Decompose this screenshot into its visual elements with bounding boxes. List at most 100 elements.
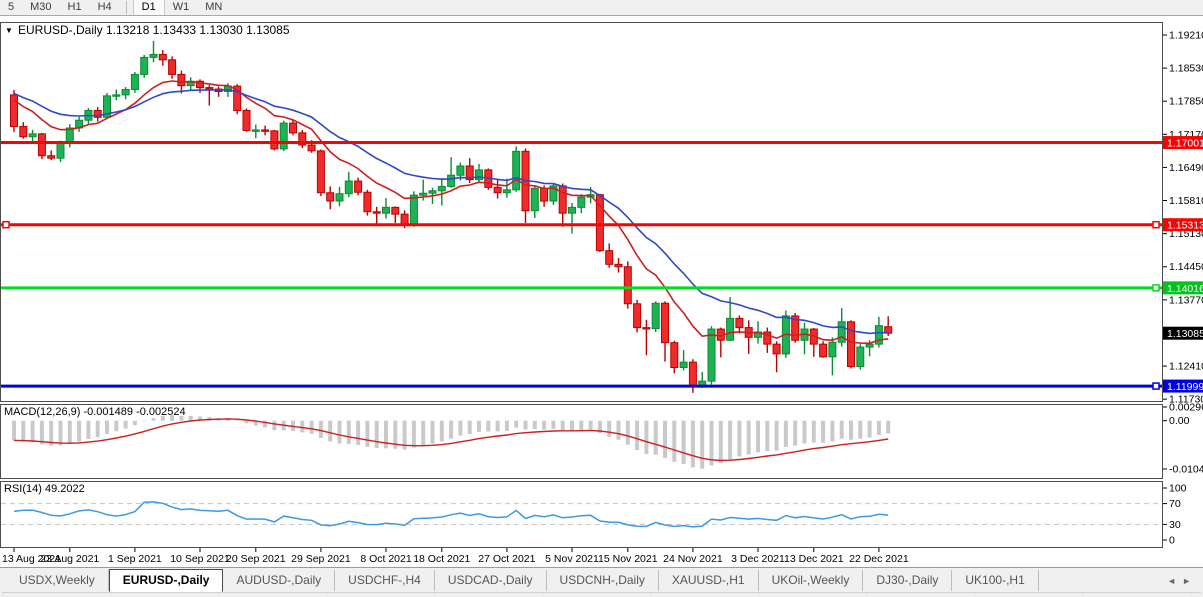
candle-body bbox=[837, 321, 846, 343]
candle-body bbox=[502, 189, 511, 194]
price-badge-label: 1.13085 bbox=[1167, 328, 1203, 340]
candle-body bbox=[428, 190, 437, 194]
timeframe-m30-button[interactable]: M30 bbox=[30, 1, 52, 13]
candle-body bbox=[670, 342, 679, 369]
candle-body bbox=[568, 206, 576, 214]
tab-scroll-right-icon[interactable]: ► bbox=[1182, 576, 1197, 586]
candle-body bbox=[196, 80, 204, 89]
date-tick-label: 18 Oct 2021 bbox=[413, 553, 470, 565]
tab-usdchf-h4[interactable]: USDCHF-,H4 bbox=[335, 570, 435, 591]
timeframe-m5-button[interactable]: 5 bbox=[8, 1, 15, 13]
date-tick-label: 5 Nov 2021 bbox=[545, 553, 599, 565]
hline-handle-1.11999[interactable] bbox=[1152, 382, 1160, 390]
date-tick-label: 13 Dec 2021 bbox=[784, 553, 844, 565]
tab-usdx-weekly[interactable]: USDX,Weekly bbox=[6, 570, 109, 591]
candle-body bbox=[549, 185, 558, 202]
tab-usdcad-daily[interactable]: USDCAD-,Daily bbox=[435, 570, 547, 591]
candle-body bbox=[475, 169, 483, 181]
candle-body bbox=[540, 187, 549, 202]
hline-handle-1.15313[interactable] bbox=[1152, 220, 1160, 229]
tab-audusd-daily[interactable]: AUDUSD-,Daily bbox=[223, 570, 336, 591]
timeframe-h1-button[interactable]: H1 bbox=[67, 1, 82, 13]
candle-body bbox=[558, 185, 567, 214]
candle-body bbox=[865, 343, 874, 348]
candle-body bbox=[205, 87, 214, 90]
candle-body bbox=[419, 192, 428, 196]
candle-body bbox=[56, 143, 65, 159]
rsi-tick-label: 0 bbox=[1169, 535, 1175, 547]
tab-uk100-h1[interactable]: UK100-,H1 bbox=[952, 570, 1039, 591]
date-tick-label: 10 Sep 2021 bbox=[170, 553, 230, 565]
price-tick-label: 1.11730 bbox=[1169, 394, 1203, 406]
price-tick-label: 1.18530 bbox=[1169, 63, 1203, 75]
price-tick-label: 1.16490 bbox=[1169, 162, 1203, 174]
tab-eurusd-daily[interactable]: EURUSD-,Daily bbox=[108, 569, 224, 592]
price-badge-label: 1.17001 bbox=[1167, 138, 1203, 150]
price-tick-label: 1.17850 bbox=[1169, 96, 1203, 108]
toolbar-divider bbox=[125, 1, 127, 14]
candle-body bbox=[763, 331, 772, 345]
rsi-tick-label: 30 bbox=[1169, 519, 1181, 531]
date-tick-label: 1 Sep 2021 bbox=[108, 553, 162, 565]
candle-body bbox=[447, 174, 456, 187]
candle-body bbox=[140, 56, 149, 75]
candle-body bbox=[28, 133, 37, 138]
candle-body bbox=[233, 85, 242, 111]
tab-usdcnh-daily[interactable]: USDCNH-,Daily bbox=[547, 570, 659, 591]
candle-body bbox=[344, 180, 353, 195]
candle-body bbox=[112, 94, 121, 97]
candle-body bbox=[158, 53, 167, 61]
candle-body bbox=[512, 150, 521, 191]
timeframe-d1-button[interactable]: D1 bbox=[132, 0, 165, 15]
date-tick-label: 20 Sep 2021 bbox=[226, 553, 286, 565]
macd-pane-frame bbox=[0, 404, 1163, 479]
candle-body bbox=[326, 192, 335, 202]
timeframe-h4-button[interactable]: H4 bbox=[97, 1, 112, 13]
price-tick-label: 1.12410 bbox=[1169, 361, 1203, 373]
candle-body bbox=[335, 193, 344, 202]
macd-label: MACD(12,26,9) -0.001489 -0.002524 bbox=[4, 406, 186, 418]
tab-ukoil-weekly[interactable]: UKOil-,Weekly bbox=[759, 570, 864, 591]
candle-body bbox=[707, 328, 716, 382]
hline-handle-1.14016[interactable] bbox=[1152, 284, 1160, 292]
price-badge bbox=[1163, 281, 1203, 295]
timeframe-mn-button[interactable]: MN bbox=[205, 1, 223, 13]
fast-ma-line bbox=[13, 80, 889, 345]
rsi-tick-label: 70 bbox=[1169, 498, 1181, 510]
price-badge-label: 1.14016 bbox=[1167, 283, 1203, 295]
candle-body bbox=[391, 206, 400, 215]
timeframe-w1-button[interactable]: W1 bbox=[172, 1, 190, 13]
tab-scroll-left-icon[interactable]: ◄ bbox=[1167, 576, 1183, 586]
candle-body bbox=[47, 155, 56, 159]
price-badge bbox=[1163, 136, 1203, 150]
price-badge bbox=[1163, 218, 1203, 232]
candle-body bbox=[847, 321, 855, 368]
candle-body bbox=[726, 317, 735, 341]
price-badge bbox=[1163, 326, 1203, 340]
tab-dj30-daily[interactable]: DJ30-,Daily bbox=[863, 570, 953, 591]
candle-body bbox=[10, 94, 18, 128]
candle-body bbox=[149, 53, 158, 58]
candle-body bbox=[363, 191, 372, 213]
candle-body bbox=[679, 361, 688, 369]
candle-body bbox=[437, 185, 446, 192]
tab-strip-cells bbox=[2, 592, 1201, 597]
hline-handle-1.15313[interactable] bbox=[2, 220, 10, 229]
candle-body bbox=[772, 343, 781, 355]
tab-xauusd-h1[interactable]: XAUUSD-,H1 bbox=[659, 570, 759, 591]
macd-tick-label: 0.002966 bbox=[1169, 402, 1203, 414]
price-badge bbox=[1163, 379, 1203, 393]
macd-tick-label: -0.010425 bbox=[1169, 464, 1203, 476]
candle-body bbox=[688, 361, 697, 387]
slow-ma-line bbox=[13, 88, 889, 335]
candle-body bbox=[828, 341, 837, 358]
candle-body bbox=[177, 73, 186, 87]
candle-body bbox=[884, 326, 893, 334]
rsi-label: RSI(14) 49.2022 bbox=[4, 483, 85, 495]
candle-body bbox=[316, 150, 325, 194]
price-tick-label: 1.14450 bbox=[1169, 261, 1203, 273]
candle-body bbox=[465, 165, 474, 181]
candle-body bbox=[279, 122, 288, 150]
candle-body bbox=[856, 346, 865, 368]
